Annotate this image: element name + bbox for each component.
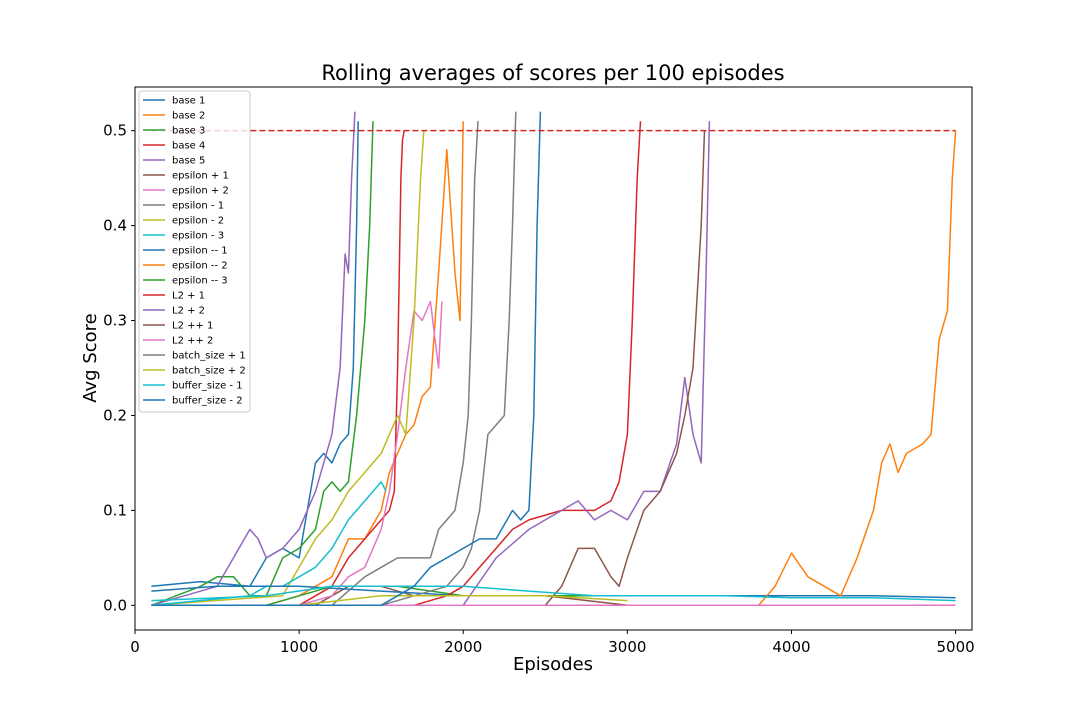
x-tick-label: 4000 (772, 638, 810, 656)
legend-label: L2 + 2 (172, 306, 205, 317)
series-line-2 (151, 121, 464, 607)
y-tick-label: 0.4 (103, 217, 127, 235)
series-line-14 (151, 121, 642, 607)
series-line-15 (151, 121, 711, 607)
legend-label: epsilon - 3 (172, 231, 224, 242)
legend-label: base 5 (172, 156, 205, 167)
series-line-8 (151, 121, 479, 607)
y-axis-label: Avg Score (80, 313, 101, 402)
legend-label: L2 + 1 (172, 291, 205, 302)
x-tick-label: 0 (130, 638, 140, 656)
legend-label: buffer_size - 2 (172, 396, 243, 407)
legend-label: buffer_size - 1 (172, 381, 243, 392)
chart-title: Rolling averages of scores per 100 episo… (321, 61, 784, 85)
plot-area-frame (134, 86, 973, 631)
series-line-1 (151, 121, 359, 588)
legend-label: L2 ++ 1 (172, 321, 213, 332)
x-tick-label: 1000 (280, 638, 318, 656)
legend-label: batch_size + 2 (172, 366, 246, 377)
legend-label: epsilon - 2 (172, 216, 224, 227)
y-tick-label: 0.3 (103, 312, 127, 330)
series-line-16 (151, 130, 706, 607)
series-line-5 (151, 111, 356, 607)
legend-label: base 1 (172, 96, 205, 107)
series-line-21 (151, 111, 542, 607)
series-lines (151, 111, 957, 607)
series-line-7 (151, 300, 443, 607)
y-tick-label: 0.2 (103, 406, 127, 424)
series-line-3 (151, 121, 374, 606)
legend-box (138, 90, 251, 413)
legend: base 1 base 2 base 3 base 4 base 5 epsilon + … (138, 90, 251, 413)
legend-label: batch_size + 1 (172, 351, 246, 362)
legend-label: epsilon + 2 (172, 186, 229, 197)
legend-label: base 3 (172, 126, 205, 137)
series-line-20 (151, 585, 956, 602)
legend-label: L2 ++ 2 (172, 336, 213, 347)
y-tick-label: 0.5 (103, 122, 127, 140)
legend-label: epsilon + 1 (172, 171, 229, 182)
x-tick-label: 5000 (936, 638, 974, 656)
series-line-12 (151, 130, 957, 607)
x-axis: 0 1000 2000 3000 4000 5000 (130, 630, 975, 656)
x-axis-label: Episodes (513, 654, 593, 675)
y-tick-label: 0.0 (103, 596, 127, 614)
legend-label: epsilon -- 3 (172, 276, 228, 287)
legend-label: epsilon -- 2 (172, 261, 228, 272)
y-tick-label: 0.1 (103, 501, 127, 519)
x-tick-label: 3000 (608, 638, 646, 656)
legend-label: base 4 (172, 141, 205, 152)
legend-label: epsilon -- 1 (172, 246, 228, 257)
series-line-9 (151, 130, 425, 607)
legend-label: epsilon - 1 (172, 201, 224, 212)
series-line-10 (151, 481, 387, 607)
legend-label: base 2 (172, 111, 205, 122)
x-tick-label: 2000 (444, 638, 482, 656)
y-axis: 0.0 0.1 0.2 0.3 0.4 0.5 (103, 122, 135, 614)
